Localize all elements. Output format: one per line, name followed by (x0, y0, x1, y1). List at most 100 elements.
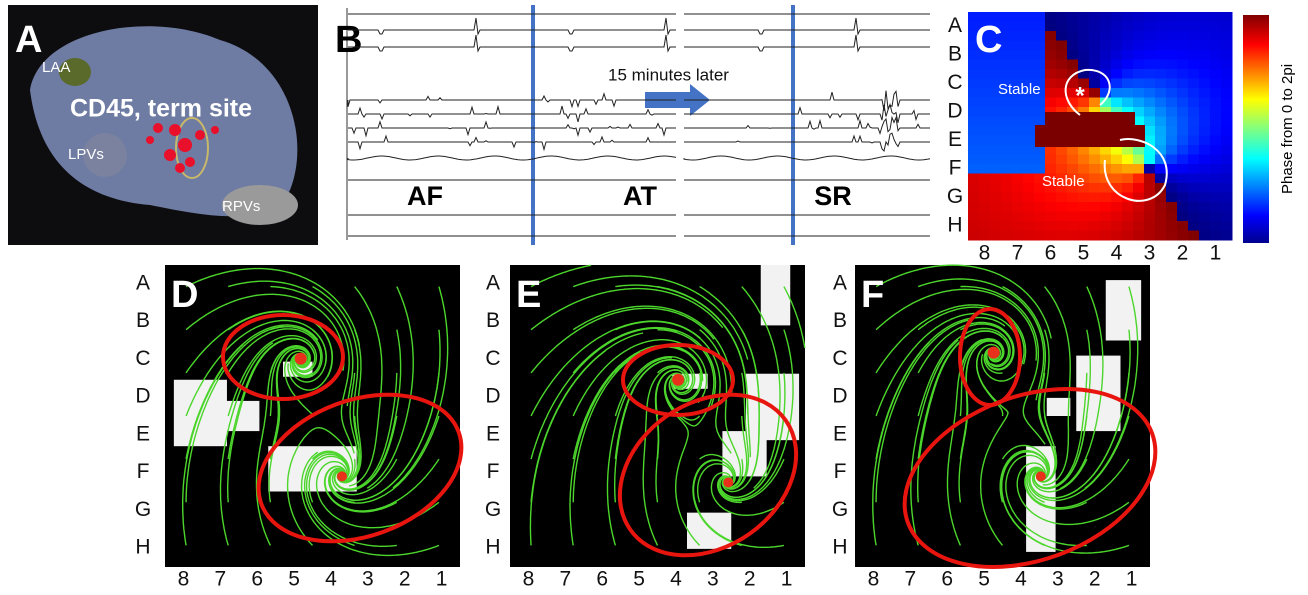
phase-cell (1221, 192, 1233, 203)
phase-cell (1144, 145, 1156, 155)
streamline (875, 312, 1021, 417)
phase-cell (1078, 230, 1090, 241)
col-label: 2 (1089, 568, 1101, 591)
phase-cell (1067, 69, 1079, 79)
rotation-arrow (1103, 138, 1168, 202)
row-label: H (485, 536, 500, 559)
rotor-center (672, 373, 685, 386)
phase-cell (1001, 50, 1013, 60)
phase-cell (1089, 192, 1101, 203)
phase-cell (1078, 154, 1090, 165)
streamline (910, 339, 959, 546)
streamline (392, 286, 449, 489)
phase-cell (1177, 116, 1189, 127)
phase-cell (1034, 202, 1046, 212)
phase-cell (1210, 126, 1222, 136)
phase-cell (1221, 230, 1233, 241)
phase-cell (1056, 230, 1068, 241)
phase-cell (1023, 12, 1035, 22)
phase-cell (1177, 21, 1189, 32)
streamline (255, 345, 298, 546)
phase-cell (1199, 116, 1211, 127)
phase-cell (1166, 154, 1178, 165)
phase-cell (979, 145, 991, 155)
phase-cell (1056, 97, 1068, 108)
phase-cell (1210, 31, 1222, 41)
phase-cell (1199, 173, 1211, 184)
phase-cell (1133, 202, 1145, 212)
phase-cell (1188, 97, 1200, 108)
streamline (182, 343, 244, 546)
phase-cell (1155, 221, 1167, 231)
phase-cell (1034, 12, 1046, 22)
phase-cell (1155, 107, 1167, 117)
phase-cell (1144, 107, 1156, 117)
phase-cell (1056, 59, 1068, 70)
phase-cell (968, 69, 980, 79)
phase-cell (1001, 221, 1013, 231)
phase-cell (1155, 40, 1167, 51)
rotor-center (294, 352, 307, 365)
phase-cell (1001, 116, 1013, 127)
phase-cell (1078, 192, 1090, 203)
phase-cell (1188, 116, 1200, 127)
phase-cell (1001, 211, 1013, 222)
phase-cell (1012, 211, 1024, 222)
phase-cell (1221, 173, 1233, 184)
row-label: E (486, 422, 500, 445)
phase-cell (1001, 202, 1013, 212)
phase-cell (1045, 183, 1057, 193)
row-label: H (135, 536, 150, 559)
streamline-panel: F (855, 264, 1158, 569)
phase-cell (1155, 50, 1167, 60)
phase-cell (1221, 40, 1233, 51)
phase-cell (1056, 145, 1068, 155)
phase-cell (1122, 88, 1134, 98)
phase-cell (1111, 154, 1123, 165)
phase-cell (1056, 88, 1068, 98)
phase-cell (979, 164, 991, 174)
col-label: 4 (670, 568, 682, 591)
col-label: 4 (1015, 568, 1027, 591)
phase-cell (1078, 69, 1090, 79)
phase-cell (1067, 192, 1079, 203)
row-label: A (136, 271, 150, 294)
phase-cell (1188, 78, 1200, 89)
phase-cell (1078, 183, 1090, 193)
phase-cell (1155, 145, 1167, 155)
streamline (227, 338, 315, 503)
phase-cell (1023, 107, 1035, 117)
annotation: Stable (1042, 173, 1085, 190)
phase-cell (968, 126, 980, 136)
streamline (958, 340, 1004, 503)
phase-cell (1067, 221, 1079, 231)
signal-trace (348, 34, 676, 53)
phase-cell (1188, 202, 1200, 212)
phase-cell (1210, 50, 1222, 60)
time-note: 15 minutes later (608, 65, 729, 84)
white-region (687, 512, 732, 549)
phase-cell (1056, 40, 1068, 51)
phase-cell (1177, 97, 1189, 108)
phase-cell (1089, 202, 1101, 212)
phase-cell (1056, 154, 1068, 165)
phase-cell (1111, 21, 1123, 32)
phase-cell (1188, 211, 1200, 222)
phase-cell (1023, 135, 1035, 146)
col-label: 8 (868, 568, 880, 591)
phase-cell (1133, 107, 1145, 117)
phase-cell (1221, 107, 1233, 117)
phase-cell (1023, 69, 1035, 79)
row-label: G (135, 498, 151, 521)
phase-cell (1133, 192, 1145, 203)
phase-cell (1089, 59, 1101, 70)
phase-cell (1056, 202, 1068, 212)
phase-cell (1144, 40, 1156, 51)
phase-cell (1133, 12, 1145, 22)
label-laa: LAA (42, 59, 70, 76)
phase-cell (1056, 211, 1068, 222)
phase-cell (1122, 192, 1134, 203)
phase-cell (1199, 145, 1211, 155)
phase-cell (968, 211, 980, 222)
phase-cell (1012, 135, 1024, 146)
